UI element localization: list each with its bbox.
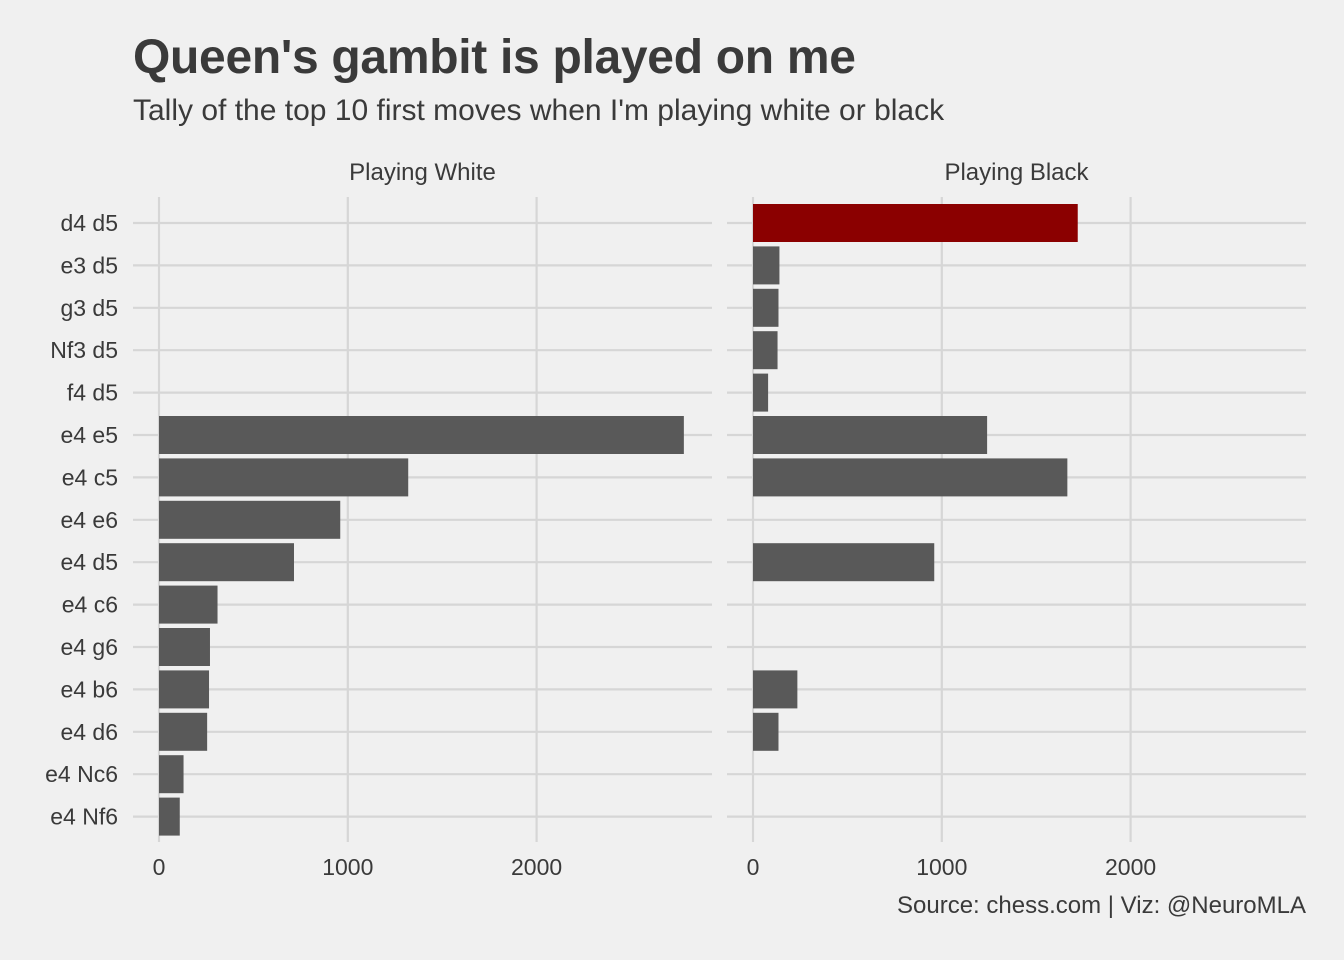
bar-playing-white-e4-e5 (159, 416, 684, 454)
bar-playing-white-e4-nf6 (159, 797, 180, 836)
y-tick-label-g3-d5: g3 d5 (60, 295, 118, 321)
y-tick-label-e4-d6: e4 d6 (60, 719, 118, 745)
y-tick-label-e4-d5: e4 d5 (60, 549, 118, 575)
y-tick-label-e4-nf6: e4 Nf6 (50, 804, 118, 830)
bar-playing-black-e4-e5 (753, 416, 988, 454)
x-tick-label-2000: 2000 (511, 854, 562, 880)
bar-playing-black-f4-d5 (753, 373, 769, 412)
bar-playing-white-e4-c5 (159, 458, 409, 497)
y-tick-label-f4-d5: f4 d5 (67, 380, 118, 406)
bar-playing-white-e4-e6 (159, 500, 341, 539)
facet-label-playing-white: Playing White (349, 159, 496, 186)
facet-panel-playing-white: Playing White 0 1000 2000 (133, 159, 712, 880)
bar-playing-black-e4-b6 (753, 670, 798, 709)
bar-playing-white-e4-b6 (159, 670, 210, 709)
y-tick-label-e4-c5: e4 c5 (62, 464, 118, 490)
facet-panel-playing-black: Playing Black 0 1000 2000 (727, 159, 1306, 880)
x-tick-label-1000: 1000 (322, 854, 373, 880)
y-tick-label-e4-e5: e4 e5 (60, 422, 118, 448)
y-tick-label-e3-d5: e3 d5 (60, 252, 118, 278)
bar-playing-white-e4-c6 (159, 585, 218, 624)
facet-label-playing-black: Playing Black (944, 159, 1089, 186)
y-tick-label-nf3-d5: Nf3 d5 (50, 337, 118, 363)
y-tick-label-e4-e6: e4 e6 (60, 507, 118, 533)
bar-playing-white-e4-d6 (159, 712, 208, 751)
x-tick-label-1000: 1000 (916, 854, 967, 880)
x-tick-label-2000: 2000 (1105, 854, 1156, 880)
y-axis-labels: d4 d5 e3 d5 g3 d5 Nf3 d5 f4 d5 e4 e5 e4 c5 e4 e… (45, 210, 118, 830)
y-tick-label-e4-g6: e4 g6 (60, 634, 118, 660)
bar-playing-black-g3-d5 (753, 288, 779, 327)
y-tick-label-e4-nc6: e4 Nc6 (45, 761, 118, 787)
bar-playing-black-nf3-d5 (753, 331, 778, 370)
bar-playing-black-d4-d5 (753, 204, 1078, 242)
chart-title: Queen's gambit is played on me (133, 31, 856, 84)
bar-playing-black-e4-c5 (753, 458, 1068, 497)
x-tick-label-0: 0 (747, 854, 760, 880)
bar-playing-white-e4-nc6 (159, 755, 184, 794)
bar-playing-black-e3-d5 (753, 246, 780, 285)
bar-playing-black-e4-d5 (753, 543, 935, 582)
bar-playing-white-e4-g6 (159, 628, 210, 666)
y-tick-label-d4-d5: d4 d5 (60, 210, 118, 236)
x-tick-label-0: 0 (153, 854, 166, 880)
y-tick-label-e4-b6: e4 b6 (60, 676, 118, 702)
chart-caption: Source: chess.com | Viz: @NeuroMLA (897, 892, 1306, 919)
bar-playing-white-e4-d5 (159, 543, 294, 582)
chart-subtitle: Tally of the top 10 first moves when I'm… (133, 94, 945, 127)
bar-playing-black-e4-d6 (753, 712, 779, 751)
y-tick-label-e4-c6: e4 c6 (62, 592, 118, 618)
